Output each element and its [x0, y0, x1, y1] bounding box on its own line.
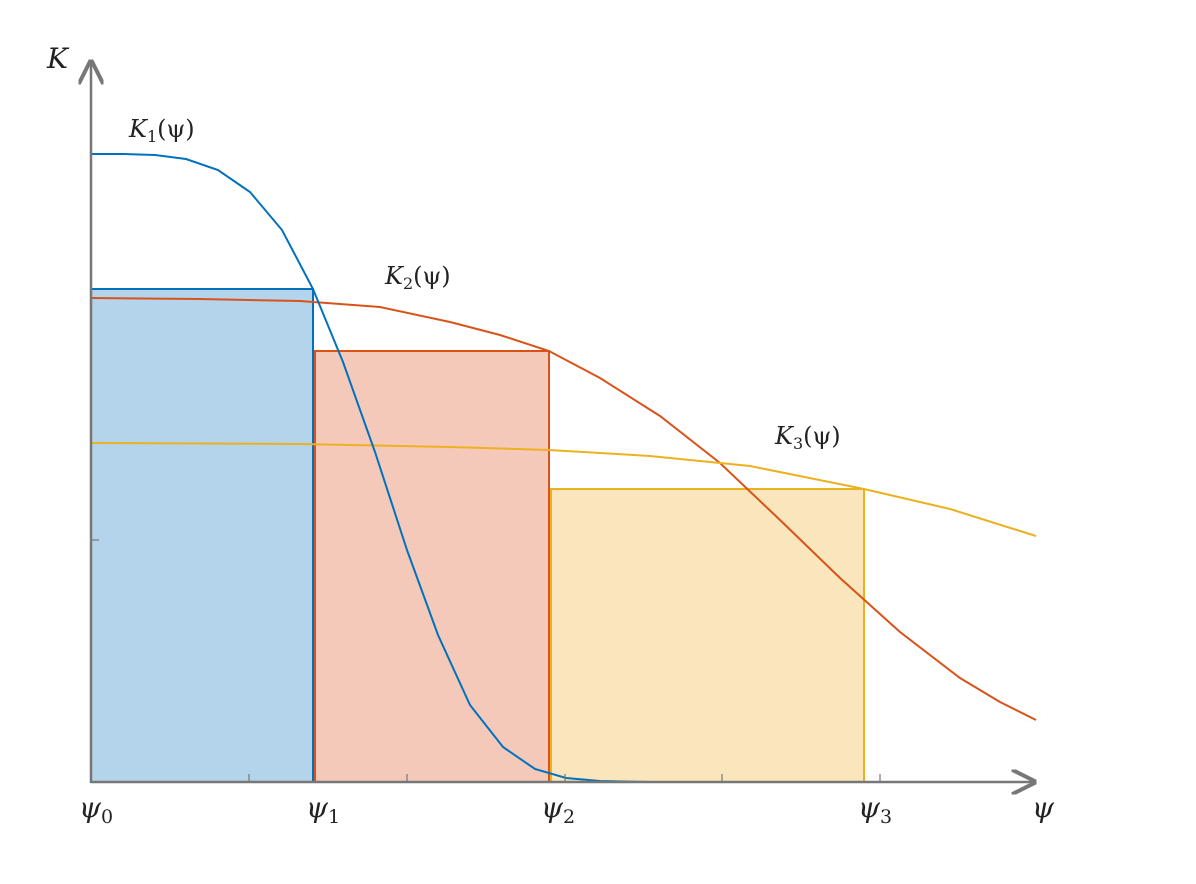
- k3-rectangle: [550, 488, 865, 783]
- k2-rectangle: [314, 350, 550, 783]
- k2-curve: [90, 297, 1037, 721]
- k3-label: K3(ψ): [774, 422, 841, 453]
- k1-rectangle: [90, 288, 314, 783]
- tick-label-psi3: ψ3: [858, 791, 892, 828]
- k2-label: K2(ψ): [384, 262, 451, 293]
- x-axis-label: ψ: [1032, 791, 1055, 824]
- k3-curve: [90, 442, 1037, 537]
- y-axis-label: K: [46, 42, 70, 75]
- tick-label-psi2: ψ2: [541, 791, 575, 828]
- k1-label: K1(ψ): [128, 115, 195, 146]
- tick-label-psi1: ψ1: [306, 791, 340, 828]
- tick-label-psi0: ψ0: [79, 791, 113, 828]
- k1-curve: [91, 153, 700, 783]
- tick-marks: [91, 539, 881, 782]
